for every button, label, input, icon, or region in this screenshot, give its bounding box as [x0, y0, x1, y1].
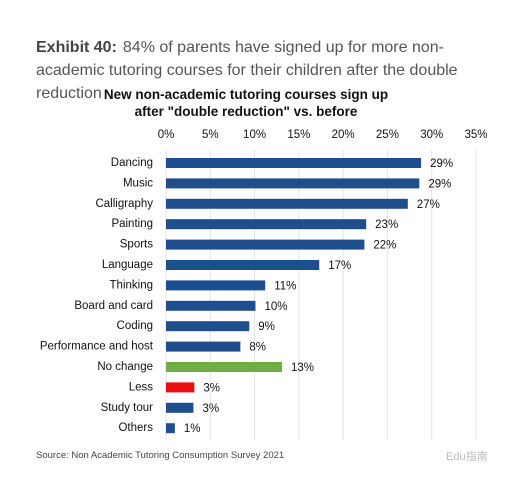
- data-label: 17%: [328, 260, 351, 272]
- bar: [166, 341, 241, 352]
- y-tick-label: Sports: [120, 239, 153, 251]
- x-tick-label: 35%: [464, 129, 487, 141]
- data-label: 10%: [264, 301, 287, 313]
- data-label: 1%: [184, 423, 201, 435]
- bar: [166, 382, 195, 393]
- y-tick-label: Others: [118, 422, 153, 434]
- y-tick-label: Language: [102, 259, 153, 271]
- x-tick-label: 25%: [376, 129, 399, 141]
- bar: [166, 178, 420, 189]
- y-tick-label: Less: [129, 381, 154, 393]
- bar: [166, 198, 408, 209]
- exhibit-header: Exhibit 40: 84% of parents have signed up…: [36, 36, 496, 105]
- chart-title: New non-academic tutoring courses sign u…: [103, 87, 389, 119]
- y-tick-label: Painting: [111, 218, 153, 230]
- exhibit-caption: 84% of parents have signed up for more n…: [36, 39, 458, 102]
- x-tick-label: 10%: [243, 129, 266, 141]
- bar: [166, 423, 175, 434]
- data-label: 3%: [203, 382, 220, 394]
- bar: [166, 158, 422, 168]
- y-tick-label: Calligraphy: [95, 198, 153, 210]
- y-tick-label: Music: [123, 177, 153, 189]
- bar: [166, 219, 367, 230]
- data-label: 11%: [274, 280, 296, 292]
- source-note: Source: Non Academic Tutoring Consumptio…: [36, 450, 285, 461]
- bar: [166, 260, 320, 270]
- y-tick-label: Study tour: [101, 402, 154, 414]
- y-tick-label: Dancing: [111, 157, 153, 169]
- y-tick-label: Performance and host: [40, 341, 154, 353]
- y-tick-label: Thinking: [110, 279, 153, 291]
- x-tick-label: 5%: [202, 129, 219, 141]
- bar: [166, 300, 256, 311]
- bar: [166, 280, 266, 291]
- data-label: 23%: [375, 219, 398, 231]
- x-tick-label: 20%: [332, 129, 355, 141]
- data-label: 3%: [202, 403, 219, 415]
- data-label: 13%: [291, 362, 314, 374]
- bar: [166, 362, 283, 372]
- y-tick-label: Coding: [117, 320, 153, 332]
- x-tick-label: 15%: [287, 129, 310, 141]
- y-tick-label: No change: [97, 361, 153, 373]
- y-tick-label: Board and card: [74, 300, 153, 312]
- exhibit-label: Exhibit 40:: [36, 39, 117, 56]
- x-tick-label: 0%: [158, 129, 175, 141]
- data-label: 22%: [373, 240, 396, 252]
- data-label: 9%: [258, 321, 275, 333]
- bar: [166, 402, 194, 413]
- data-label: 27%: [417, 199, 440, 211]
- data-label: 8%: [249, 342, 266, 354]
- bar: [166, 239, 365, 250]
- bar: [166, 321, 250, 332]
- data-label: 29%: [428, 178, 451, 190]
- x-tick-label: 30%: [420, 129, 443, 141]
- watermark: Edu指南: [446, 451, 488, 463]
- data-label: 29%: [430, 158, 453, 170]
